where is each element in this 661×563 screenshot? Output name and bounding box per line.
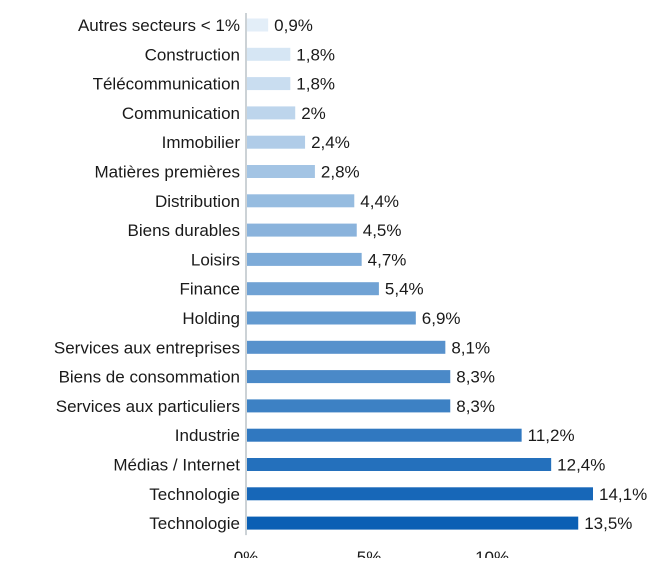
x-tick-label: 5% xyxy=(357,548,382,558)
data-label: 1,8% xyxy=(296,75,335,94)
data-label: 2% xyxy=(301,104,326,123)
category-label: Finance xyxy=(180,280,240,299)
category-label: Biens durables xyxy=(128,221,240,240)
category-label: Médias / Internet xyxy=(113,456,240,475)
category-label: Matières premières xyxy=(95,163,241,182)
category-label: Distribution xyxy=(155,192,240,211)
data-label: 14,1% xyxy=(599,485,647,504)
category-label: Industrie xyxy=(175,426,240,445)
data-label: 12,4% xyxy=(557,456,605,475)
bar xyxy=(247,135,306,149)
bar xyxy=(247,399,451,413)
data-label: 8,1% xyxy=(451,338,490,357)
category-label: Services aux entreprises xyxy=(54,338,240,357)
category-label: Communication xyxy=(122,104,240,123)
data-label: 2,8% xyxy=(321,163,360,182)
data-label: 6,9% xyxy=(422,309,461,328)
bar xyxy=(247,340,446,354)
bar xyxy=(247,194,355,208)
bar xyxy=(247,282,379,296)
bar xyxy=(247,223,357,237)
category-label: Technologie xyxy=(149,485,240,504)
bar xyxy=(247,252,362,266)
bar xyxy=(247,18,269,32)
category-label: Télécommunication xyxy=(93,75,240,94)
bar xyxy=(247,106,296,120)
data-label: 5,4% xyxy=(385,280,424,299)
category-label: Services aux particuliers xyxy=(56,397,240,416)
data-label: 1,8% xyxy=(296,45,335,64)
bar xyxy=(247,311,416,325)
x-tick-label: 0% xyxy=(234,548,259,558)
category-label: Technologie xyxy=(149,514,240,533)
bar xyxy=(247,370,451,384)
data-label: 2,4% xyxy=(311,133,350,152)
data-label: 0,9% xyxy=(274,16,313,35)
bar xyxy=(247,77,291,91)
data-label: 8,3% xyxy=(456,368,495,387)
data-label: 13,5% xyxy=(584,514,632,533)
category-label: Biens de consommation xyxy=(59,368,240,387)
bar xyxy=(247,428,522,442)
data-label: 11,2% xyxy=(528,426,575,445)
data-label: 4,5% xyxy=(363,221,402,240)
category-label: Loisirs xyxy=(191,250,240,269)
bar xyxy=(247,487,593,501)
bar xyxy=(247,165,315,178)
data-label: 4,4% xyxy=(360,192,399,211)
bar xyxy=(247,47,291,61)
x-tick-label: 10% xyxy=(475,548,509,558)
data-label: 4,7% xyxy=(368,250,407,269)
category-label: Holding xyxy=(182,309,240,328)
bar xyxy=(247,458,552,471)
category-label: Immobilier xyxy=(162,133,241,152)
category-label: Autres secteurs < 1% xyxy=(78,16,240,35)
data-label: 8,3% xyxy=(456,397,495,416)
bar xyxy=(247,516,579,530)
category-label: Construction xyxy=(145,45,240,64)
